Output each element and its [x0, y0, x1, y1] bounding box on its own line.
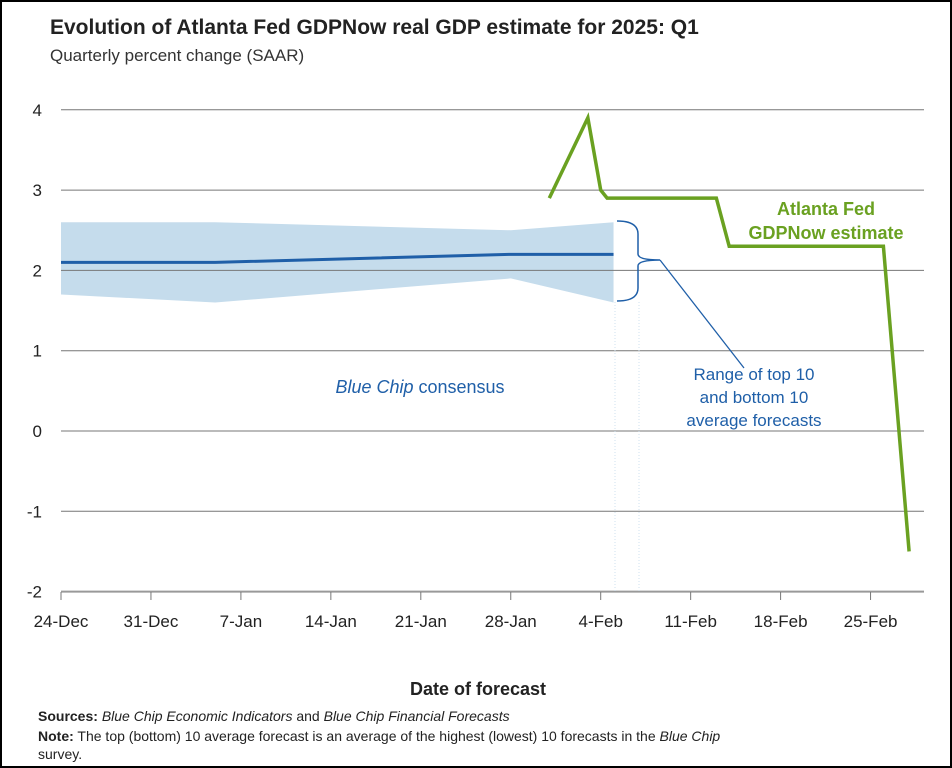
gdpnow-label: GDPNow estimate	[748, 223, 903, 243]
source-1: Blue Chip Economic Indicators	[101, 708, 293, 724]
gdpnow-label: Atlanta Fed	[777, 199, 875, 219]
note-end: survey.	[38, 746, 83, 762]
y-tick-label: 3	[33, 181, 42, 200]
note-text: The top (bottom) 10 average forecast is …	[73, 728, 660, 744]
consensus-rest: consensus	[413, 377, 504, 397]
note-italic: Blue Chip	[659, 728, 721, 744]
chart-subtitle: Quarterly percent change (SAAR)	[50, 46, 305, 65]
sources-and: and	[292, 708, 324, 724]
x-tick-label: 25-Feb	[844, 612, 898, 631]
source-2: Blue Chip Financial Forecasts	[323, 708, 510, 724]
range-label: and bottom 10	[700, 388, 809, 407]
range-band	[61, 222, 614, 303]
y-tick-label: 2	[33, 261, 42, 280]
x-tick-label: 21-Jan	[395, 612, 447, 631]
sources-line: Sources: Blue Chip Economic Indicators a…	[38, 708, 510, 724]
consensus-line	[61, 252, 614, 264]
y-tick-label: 0	[33, 422, 42, 441]
x-tick-label: 7-Jan	[220, 612, 263, 631]
x-tick-label: 28-Jan	[485, 612, 537, 631]
x-tick-label: 24-Dec	[34, 612, 89, 631]
range-label: average forecasts	[686, 411, 821, 430]
x-tick-label: 18-Feb	[754, 612, 808, 631]
annotation-leader	[659, 259, 745, 369]
y-tick-label: 1	[33, 342, 42, 361]
range-bracket	[616, 220, 661, 302]
x-tick-label: 14-Jan	[305, 612, 357, 631]
y-tick-label: -1	[27, 502, 42, 521]
chart-title: Evolution of Atlanta Fed GDPNow real GDP…	[50, 16, 699, 39]
sources-label: Sources:	[38, 708, 98, 724]
x-tick-label: 4-Feb	[578, 612, 622, 631]
x-axis-label: Date of forecast	[409, 679, 547, 699]
range-label: Range of top 10	[694, 365, 815, 384]
note-line: Note: The top (bottom) 10 average foreca…	[38, 728, 720, 744]
note-label: Note:	[38, 728, 74, 744]
consensus-italic: Blue Chip	[335, 377, 413, 397]
y-tick-label: -2	[27, 583, 42, 602]
gdpnow-line	[547, 112, 911, 552]
consensus-label: Blue Chip consensus	[335, 377, 504, 397]
x-tick-label: 31-Dec	[124, 612, 179, 631]
y-tick-label: 4	[33, 101, 42, 120]
x-tick-label: 11-Feb	[664, 612, 717, 631]
